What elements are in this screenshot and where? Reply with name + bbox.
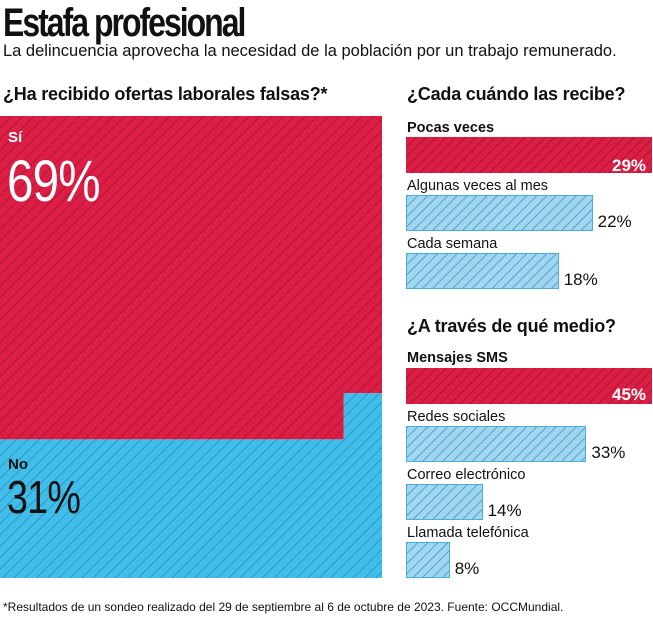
bar-value: 45% [612, 385, 647, 404]
bar [406, 368, 652, 404]
bar [406, 542, 450, 578]
waffle-area-no [0, 393, 382, 578]
waffle-area-si [0, 116, 382, 440]
bar-value: 29% [612, 156, 647, 175]
bar-label: Algunas veces al mes [407, 178, 549, 194]
chart-title: Estafa profesional [3, 1, 246, 45]
footnote: *Resultados de un sondeo realizado del 2… [3, 600, 564, 614]
bar [406, 484, 483, 520]
waffle-value-si: 69% [7, 149, 101, 214]
bar-label: Correo electrónico [407, 467, 526, 483]
bar [406, 426, 587, 462]
bar-label: Mensajes SMS [407, 350, 508, 366]
bar-label: Llamada telefónica [407, 525, 529, 541]
waffle-question: ¿Ha recibido ofertas laborales falsas?* [3, 84, 328, 104]
waffle-label-si: Sí [8, 129, 23, 146]
waffle-chart [0, 116, 382, 578]
bar [406, 137, 652, 173]
bar-value: 14% [487, 501, 522, 520]
bar-value: 18% [563, 270, 598, 289]
bar [406, 195, 593, 231]
bar-value: 22% [597, 212, 632, 231]
bar-value: 8% [454, 559, 480, 578]
waffle-value-no: 31% [7, 471, 81, 523]
frequency-question: ¿Cada cuándo las recibe? [407, 84, 626, 104]
bar-value: 33% [591, 443, 626, 462]
bar-label: Pocas veces [407, 120, 495, 136]
medium-question: ¿A través de qué medio? [407, 316, 616, 336]
bar [406, 253, 559, 289]
chart-subtitle: La delincuencia aprovecha la necesidad d… [3, 42, 617, 60]
bar-label: Cada semana [407, 236, 498, 252]
bar-label: Redes sociales [407, 409, 506, 425]
waffle-label-no: No [8, 456, 28, 473]
